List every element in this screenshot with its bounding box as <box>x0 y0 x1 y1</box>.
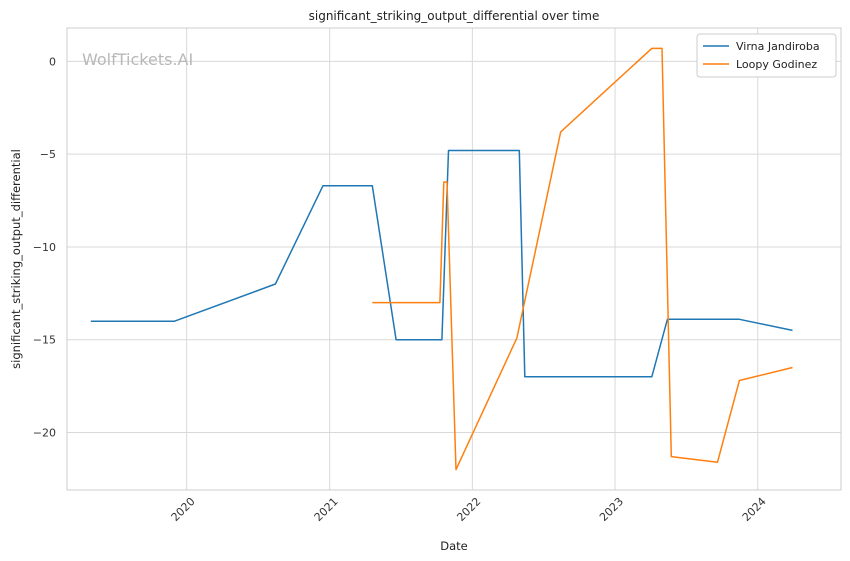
y-tick-label: 0 <box>49 55 56 68</box>
x-tick-label: 2023 <box>597 495 626 524</box>
legend: Virna Jandiroba Loopy Godinez <box>696 33 837 78</box>
legend-box <box>696 33 837 78</box>
series-line-2 <box>372 47 793 471</box>
series-line-1 <box>90 149 793 378</box>
y-tick-label: −5 <box>40 148 56 161</box>
legend-label: Loopy Godinez <box>736 58 817 71</box>
y-tick-label: −15 <box>33 334 56 347</box>
x-tick-label: 2020 <box>169 495 198 524</box>
series-layer <box>90 47 793 471</box>
watermark-text: WolfTickets.AI <box>82 50 193 69</box>
x-tick-label: 2024 <box>740 495 769 524</box>
y-tick-label: −20 <box>33 426 56 439</box>
chart-title: significant_striking_output_differential… <box>309 9 600 23</box>
x-tick-label: 2021 <box>312 495 341 524</box>
x-axis-label: Date <box>440 539 468 553</box>
legend-label: Virna Jandiroba <box>736 40 820 53</box>
plot-frame <box>66 27 842 491</box>
x-tick-label: 2022 <box>454 495 483 524</box>
grid <box>67 28 841 490</box>
y-tick-label: −10 <box>33 241 56 254</box>
y-axis-label: significant_striking_output_differential <box>9 149 23 369</box>
tick-labels: 0 −5 −10 −15 −20 2020 2021 2022 2023 2024 <box>33 55 769 524</box>
